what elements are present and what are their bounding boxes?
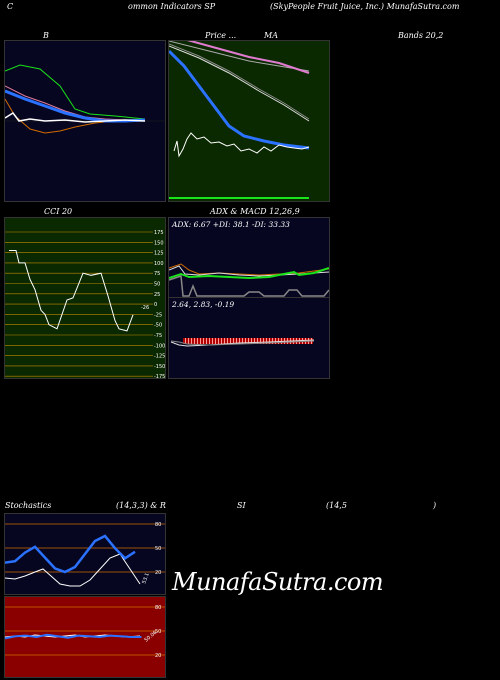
header-company: (SkyPeople Fruit Juice, Inc.) MunafaSutr… [270, 2, 460, 11]
label-price-ma: Price ... [205, 31, 237, 40]
label-stoch-params: (14,3,3) & R [116, 501, 166, 510]
macd-hist-bar [200, 338, 201, 344]
rsi-tick-20: 20 [155, 653, 161, 659]
panel-b [4, 40, 166, 202]
cci-tick-label: -75 [154, 333, 162, 339]
stoch-white-line [5, 553, 141, 587]
macd-hist-bar [227, 338, 228, 344]
stoch-tick-80: 80 [155, 522, 161, 528]
macd-hist-bar [257, 338, 258, 344]
macd-hist-bar [248, 338, 249, 344]
watermark: MunafaSutra.com [172, 568, 384, 596]
cci-tick-label: 175 [154, 230, 164, 236]
macd-hist-bar [269, 338, 270, 344]
macd-hist-bar [266, 338, 267, 344]
cci-tick-label: 150 [154, 240, 164, 246]
ma-white-line [169, 45, 310, 122]
adx-text: ADX: 6.67 +DI: 38.1 -DI: 33.33 [172, 220, 290, 229]
label-rsi-params: (14,5 [326, 501, 347, 510]
cci-value-label: -26 [141, 305, 149, 311]
label-ma: MA [264, 31, 278, 40]
macd-hist-bar [260, 338, 261, 344]
macd-hist-bar [224, 338, 225, 344]
rsi-tick-80: 80 [155, 605, 161, 611]
cci-tick-label: -150 [154, 364, 165, 370]
macd-hist-bar [218, 338, 219, 344]
ma-darkgray-line [169, 43, 310, 120]
rsi-line [5, 633, 142, 640]
cci-tick-label: 75 [154, 271, 160, 277]
b-blue-line [5, 89, 146, 123]
macd-hist-bar [254, 338, 255, 344]
macd-hist-bar [263, 338, 264, 344]
label-bands: Bands 20,2 [398, 31, 444, 40]
adx-gray-line [169, 274, 329, 297]
macd-hist-bar [221, 338, 222, 344]
ma-pink-line [187, 41, 310, 74]
cci-tick-label: 25 [154, 292, 160, 298]
macd-hist-bar [212, 338, 213, 344]
stoch-value-label: 53.1 [141, 572, 150, 585]
cci-line [9, 250, 134, 332]
panel-rsi: 80 50 20 50.06 [4, 596, 166, 678]
cci-tick-label: 50 [154, 282, 160, 288]
label-b: B [43, 31, 49, 40]
adx-green-line [169, 267, 329, 280]
label-cci: CCI 20 [44, 207, 73, 216]
label-rsi-close: ) [433, 501, 437, 510]
panel-adx: ADX: 6.67 +DI: 38.1 -DI: 33.33 [168, 217, 330, 299]
cci-tick-label: -125 [154, 354, 165, 360]
macd-hist-bar [251, 338, 252, 344]
stoch-tick-50: 50 [155, 546, 161, 552]
cci-tick-label: -50 [154, 323, 162, 329]
rsi-value-label: 50.06 [143, 630, 158, 644]
macd-hist-bar [236, 338, 237, 344]
macd-hist-bar [233, 338, 234, 344]
macd-hist-bar [206, 338, 207, 344]
ma-gray-line [169, 41, 310, 72]
label-stochastics: Stochastics [5, 501, 52, 510]
cci-tick-label: 125 [154, 251, 164, 257]
rsi-tick-50: 50 [155, 629, 161, 635]
macd-hist-bar [191, 338, 192, 344]
macd-hist-bar [203, 338, 204, 344]
macd-hist-bar [239, 338, 240, 344]
b-green-line [5, 64, 146, 120]
panel-stochastics: 80 50 20 53.1 [4, 513, 166, 595]
panel-price-ma [168, 40, 330, 202]
macd-hist-bar [272, 338, 273, 344]
stoch-tick-20: 20 [155, 570, 161, 576]
macd-hist-bar [275, 338, 276, 344]
macd-hist-bar [245, 338, 246, 344]
adx-white-line [169, 265, 329, 277]
macd-hist-bar [209, 338, 210, 344]
label-si: SI [237, 501, 246, 510]
macd-hist-bar [278, 338, 279, 344]
macd-hist-bar [194, 338, 195, 344]
macd-text: 2.64, 2.83, -0.19 [172, 300, 235, 309]
header-c: C [7, 2, 14, 11]
cci-tick-label: -100 [154, 343, 165, 349]
stoch-line [5, 534, 136, 574]
macd-hist-bar [188, 338, 189, 344]
cci-tick-label: -25 [154, 312, 162, 318]
b-white-line [5, 111, 146, 123]
macd-hist-bar [230, 338, 231, 344]
macd-hist-bar [185, 338, 186, 344]
label-adx-macd: ADX & MACD 12,26,9 [210, 207, 300, 216]
ma-price-line [173, 132, 310, 158]
macd-hist-bar [197, 338, 198, 344]
panel-cci: 175 150 125 100 75 50 25 0 -25 -50 -75 -100 -125 -150… [4, 217, 166, 379]
macd-gray-line [170, 340, 315, 346]
header-title: ommon Indicators SP [128, 2, 216, 11]
cci-tick-label: 100 [154, 261, 164, 267]
macd-hist-bar [242, 338, 243, 344]
cci-tick-label: 0 [154, 302, 157, 308]
panel-macd: 2.64, 2.83, -0.19 [168, 297, 330, 379]
ma-blue-line [169, 49, 310, 150]
cci-tick-label: -175 [154, 374, 165, 378]
macd-hist-bar [215, 338, 216, 344]
